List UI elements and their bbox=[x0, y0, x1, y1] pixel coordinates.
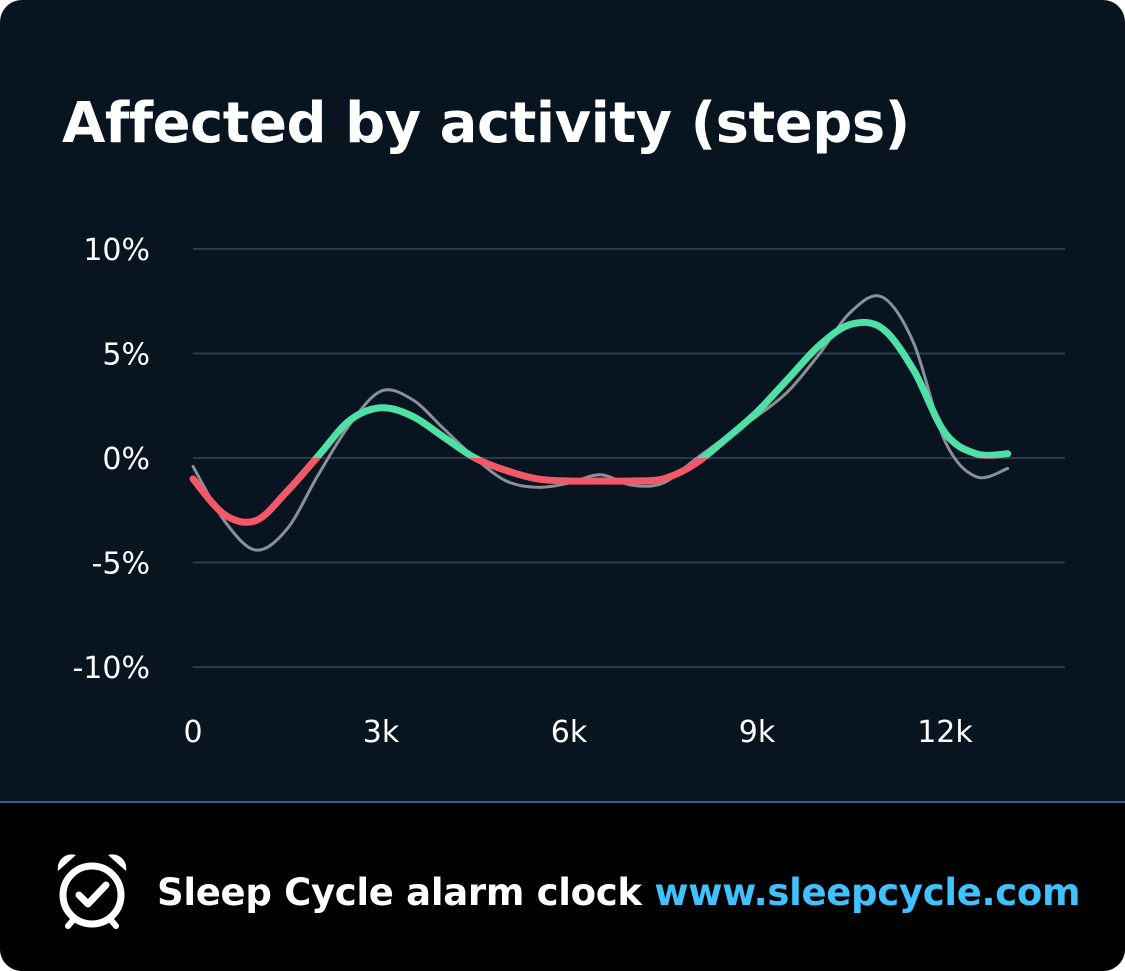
brand-name: Sleep Cycle alarm clock bbox=[157, 871, 642, 914]
x-tick-label: 6k bbox=[551, 715, 588, 750]
x-axis-ticks: 0 3k 6k 9k 12k bbox=[183, 715, 973, 750]
y-axis-ticks: 10% 5% 0% -5% -10% bbox=[72, 233, 150, 686]
x-tick-label: 9k bbox=[739, 715, 776, 750]
gridlines bbox=[193, 248, 1065, 668]
y-tick-label: -10% bbox=[72, 651, 150, 686]
series-line-smoothed-positive bbox=[311, 318, 1012, 458]
line-chart: 10% 5% 0% -5% -10% 0 3k 6k 9k 12k bbox=[72, 233, 1065, 750]
y-tick-label: -5% bbox=[92, 547, 150, 582]
alarm-clock-icon bbox=[57, 854, 127, 929]
series-lines bbox=[189, 294, 1012, 552]
series-line-raw bbox=[191, 294, 1010, 552]
y-tick-label: 0% bbox=[102, 442, 150, 477]
x-tick-label: 12k bbox=[917, 715, 973, 750]
x-tick-label: 3k bbox=[363, 715, 400, 750]
footer-bar: Sleep Cycle alarm clock www.sleepcycle.c… bbox=[0, 801, 1125, 971]
brand-url-link[interactable]: www.sleepcycle.com bbox=[654, 871, 1081, 914]
series-line-smoothed-negative bbox=[189, 458, 1001, 526]
x-tick-label: 0 bbox=[183, 715, 202, 750]
brand-line: Sleep Cycle alarm clock www.sleepcycle.c… bbox=[157, 867, 1081, 919]
chart-title: Affected by activity (steps) bbox=[62, 91, 910, 156]
y-tick-label: 10% bbox=[83, 233, 150, 268]
y-tick-label: 5% bbox=[102, 338, 150, 373]
